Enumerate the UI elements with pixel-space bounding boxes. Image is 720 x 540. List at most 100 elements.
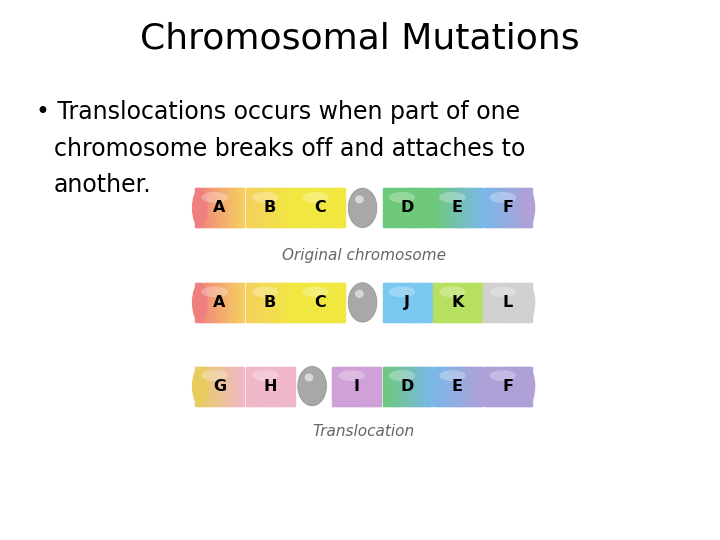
- Bar: [218, 188, 220, 227]
- Ellipse shape: [490, 370, 516, 381]
- Bar: [310, 283, 312, 322]
- Text: I: I: [354, 379, 359, 394]
- Ellipse shape: [299, 369, 325, 403]
- Bar: [391, 367, 393, 406]
- Bar: [517, 367, 519, 406]
- Bar: [456, 283, 458, 322]
- Bar: [527, 367, 528, 406]
- Bar: [394, 188, 395, 227]
- Bar: [484, 367, 485, 406]
- Bar: [425, 283, 427, 322]
- Bar: [202, 367, 204, 406]
- Bar: [302, 188, 305, 227]
- Bar: [468, 283, 470, 322]
- Bar: [248, 283, 251, 322]
- Bar: [283, 283, 285, 322]
- Bar: [265, 367, 267, 406]
- Text: D: D: [400, 200, 413, 215]
- Bar: [491, 188, 492, 227]
- Bar: [487, 367, 489, 406]
- Bar: [527, 188, 528, 227]
- Bar: [423, 188, 424, 227]
- Bar: [398, 367, 400, 406]
- Bar: [389, 367, 391, 406]
- Bar: [258, 283, 260, 322]
- Ellipse shape: [350, 191, 375, 225]
- Bar: [523, 188, 525, 227]
- Bar: [317, 188, 319, 227]
- Bar: [308, 283, 310, 322]
- Bar: [367, 367, 369, 406]
- Bar: [225, 283, 228, 322]
- Ellipse shape: [439, 192, 466, 203]
- Bar: [318, 283, 320, 322]
- Bar: [198, 367, 200, 406]
- Bar: [234, 283, 236, 322]
- Bar: [502, 188, 503, 227]
- Bar: [461, 283, 463, 322]
- Bar: [225, 367, 226, 406]
- Bar: [391, 188, 393, 227]
- Bar: [526, 188, 528, 227]
- Bar: [225, 367, 228, 406]
- Bar: [383, 367, 384, 406]
- Ellipse shape: [302, 372, 323, 400]
- Bar: [282, 188, 284, 227]
- Bar: [511, 188, 513, 227]
- Ellipse shape: [355, 292, 370, 313]
- Bar: [529, 188, 531, 227]
- Bar: [470, 283, 472, 322]
- Bar: [371, 367, 373, 406]
- Ellipse shape: [361, 301, 364, 304]
- Text: another.: another.: [54, 173, 152, 197]
- Text: G: G: [213, 379, 226, 394]
- Bar: [438, 283, 440, 322]
- Bar: [528, 283, 530, 322]
- Bar: [210, 367, 212, 406]
- Bar: [446, 188, 449, 227]
- Bar: [313, 283, 315, 322]
- Bar: [304, 283, 305, 322]
- Ellipse shape: [351, 192, 374, 224]
- Bar: [521, 188, 523, 227]
- Bar: [480, 367, 482, 406]
- Bar: [413, 367, 415, 406]
- Bar: [513, 283, 514, 322]
- Bar: [390, 188, 392, 227]
- Ellipse shape: [356, 293, 369, 312]
- Bar: [359, 367, 361, 406]
- Bar: [401, 188, 402, 227]
- Bar: [474, 367, 476, 406]
- Bar: [340, 283, 341, 322]
- Bar: [518, 367, 521, 406]
- Bar: [518, 283, 521, 322]
- Bar: [517, 188, 519, 227]
- Bar: [426, 367, 428, 406]
- Bar: [259, 367, 261, 406]
- Bar: [246, 283, 248, 322]
- Bar: [348, 367, 350, 406]
- Bar: [441, 188, 444, 227]
- Ellipse shape: [297, 366, 327, 407]
- Bar: [475, 283, 477, 322]
- Bar: [531, 283, 533, 322]
- Bar: [436, 283, 438, 322]
- Bar: [209, 367, 211, 406]
- Bar: [490, 367, 492, 406]
- Bar: [477, 367, 478, 406]
- Bar: [441, 283, 444, 322]
- Bar: [301, 188, 303, 227]
- Bar: [463, 367, 465, 406]
- Bar: [299, 188, 301, 227]
- Bar: [449, 188, 451, 227]
- Ellipse shape: [353, 194, 372, 221]
- Ellipse shape: [355, 290, 364, 298]
- Bar: [275, 367, 276, 406]
- Bar: [247, 283, 249, 322]
- Ellipse shape: [302, 192, 329, 203]
- Bar: [414, 283, 416, 322]
- Bar: [351, 367, 354, 406]
- Bar: [289, 188, 291, 227]
- Bar: [520, 367, 521, 406]
- Bar: [342, 283, 344, 322]
